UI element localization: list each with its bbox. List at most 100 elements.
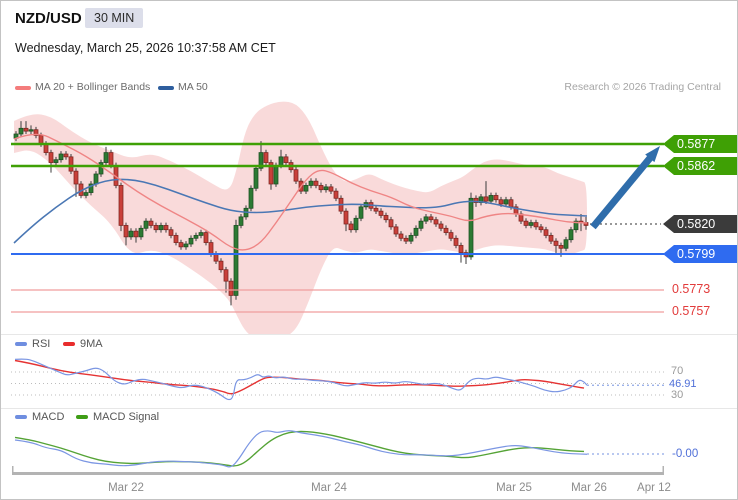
candle-down <box>443 227 449 233</box>
candle-up <box>563 239 569 249</box>
panel-divider <box>1 408 737 409</box>
candle-down <box>328 186 334 192</box>
candle-up <box>568 229 574 241</box>
legend-label-ma50: MA 50 <box>178 81 208 93</box>
candle-up <box>103 152 109 163</box>
candle-down <box>343 210 349 225</box>
legend-chip-macd-signal <box>76 415 88 419</box>
chart-datetime: Wednesday, March 25, 2026 10:37:58 AM CE… <box>15 41 276 55</box>
forecast-arrow-shaft <box>590 154 654 230</box>
time-axis-bar <box>12 472 664 475</box>
candle-up <box>128 230 134 238</box>
candle-down <box>383 215 389 221</box>
candle-down <box>523 220 529 226</box>
candle-down <box>538 226 544 231</box>
candle-up <box>273 165 279 185</box>
legend-chip-ma50 <box>158 86 174 90</box>
candle-up <box>323 186 329 191</box>
timeframe-badge[interactable]: 30 MIN <box>85 8 144 28</box>
candle-up <box>198 232 204 236</box>
candle-up <box>253 167 259 189</box>
candle-down <box>73 170 79 185</box>
candle-up <box>408 235 414 242</box>
candle-down <box>403 237 409 242</box>
forecast-arrow-head <box>645 146 660 163</box>
candle-down <box>483 196 489 202</box>
legend-chip-bollinger <box>15 86 31 90</box>
candle-down <box>108 152 114 166</box>
rsi-current-value: 46.91 <box>669 378 697 390</box>
ma20-line <box>13 133 588 251</box>
candle-down <box>178 242 184 248</box>
time-axis-label: Mar 25 <box>496 482 532 494</box>
price-level-label: 0.5757 <box>672 304 711 318</box>
time-axis-label: Mar 22 <box>108 482 144 494</box>
candle-up <box>303 185 309 192</box>
candle-down <box>203 232 209 243</box>
candle-up <box>193 235 199 239</box>
legend-chip-rsi <box>15 342 27 346</box>
candle-down <box>558 245 564 249</box>
candle-down <box>123 225 129 238</box>
candle-down <box>378 210 384 216</box>
price-level-label: 0.5773 <box>672 282 711 296</box>
macd-signal-line <box>14 430 585 467</box>
candle-down <box>228 280 234 296</box>
candle-up <box>308 180 314 186</box>
legend-label-rsi-ma: 9MA <box>80 338 103 350</box>
candle-down <box>163 225 169 231</box>
macd-current-value: -0.00 <box>672 447 699 460</box>
candle-up <box>18 127 24 135</box>
candle-down <box>133 230 139 238</box>
candle-down <box>38 135 44 145</box>
candle-down <box>543 229 549 236</box>
bollinger-band-area <box>14 101 587 334</box>
rsi-tick-label: 30 <box>671 388 684 401</box>
candle-down <box>263 152 269 163</box>
candle-down <box>438 223 444 229</box>
candle-up <box>278 156 284 166</box>
candle-up <box>143 220 149 229</box>
macd-chart-canvas[interactable]: Mar 22 Mar 24 Mar 25 Mar 26 Apr 12 <box>1 413 738 500</box>
candle-down <box>33 129 39 136</box>
candle-up <box>83 192 89 196</box>
candle-down <box>208 242 214 255</box>
candle-down <box>373 207 379 212</box>
candle-up <box>93 173 99 185</box>
price-axis-tag: 0.5862 <box>663 157 737 175</box>
candle-down <box>268 162 274 185</box>
candle-down <box>43 143 49 153</box>
candle-down <box>318 185 324 191</box>
candle-down <box>498 199 504 205</box>
legend-label-rsi: RSI <box>32 338 51 350</box>
candle-down <box>453 237 459 246</box>
time-axis-label: Mar 24 <box>311 482 347 494</box>
candle-down <box>393 226 399 235</box>
candle-down <box>48 152 54 163</box>
candle-down <box>448 232 454 239</box>
candle-up <box>503 199 509 205</box>
candle-down <box>348 223 354 231</box>
candle-up <box>98 162 104 175</box>
candle-down <box>473 197 479 203</box>
macd-line <box>14 430 588 468</box>
rsi-chart-canvas[interactable] <box>1 331 738 407</box>
symbol-title: NZD/USD <box>15 10 82 27</box>
candle-down <box>148 220 154 226</box>
candle-up <box>183 243 189 248</box>
price-chart-canvas[interactable] <box>1 101 738 334</box>
candle-up <box>353 217 359 231</box>
candle-up <box>188 237 194 245</box>
time-axis-tick <box>662 466 664 472</box>
candle-down <box>388 219 394 228</box>
time-axis-label: Mar 26 <box>571 482 607 494</box>
candle-down <box>313 180 319 186</box>
candle-down <box>493 195 499 201</box>
candle-down <box>283 156 289 163</box>
candle-down <box>553 240 559 246</box>
rsi-tick-label: 70 <box>671 365 684 377</box>
candle-down <box>23 127 29 132</box>
candle-up <box>158 225 164 231</box>
candle-up <box>233 225 239 296</box>
candle-up <box>238 216 244 226</box>
